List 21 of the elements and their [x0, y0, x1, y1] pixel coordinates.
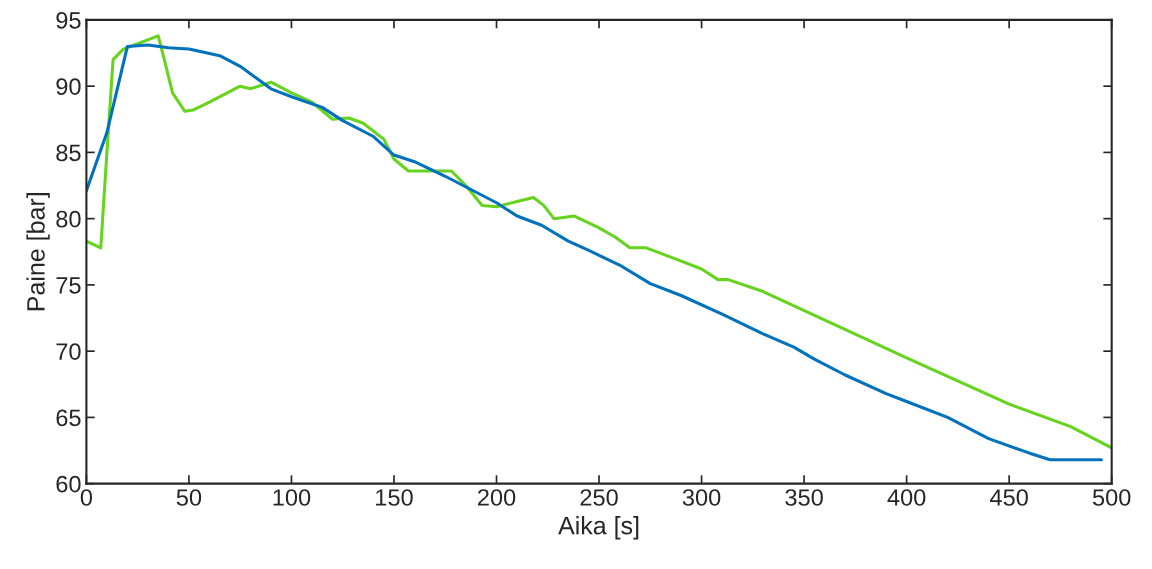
y-tick-label: 70 [56, 343, 81, 360]
x-tick-label: 300 [682, 489, 721, 506]
y-tick-label: 85 [56, 144, 81, 162]
x-tick-label: 400 [887, 489, 926, 506]
x-tick-label: 500 [1092, 489, 1131, 506]
y-tick-label: 65 [56, 409, 81, 427]
y-tick-label: 90 [56, 78, 81, 95]
y-tick-label: 75 [56, 277, 81, 294]
x-tick-label: 450 [990, 489, 1028, 506]
y-tick-label: 60 [56, 475, 81, 493]
y-tick-label: 80 [56, 210, 81, 228]
x-tick-label: 0 [80, 489, 93, 506]
y-tick-label: 95 [56, 11, 81, 29]
x-tick-label: 100 [273, 489, 311, 506]
x-tick-label: 200 [478, 489, 516, 506]
x-tick-label: 50 [176, 489, 202, 506]
x-tick-label: 250 [580, 489, 618, 506]
x-tick-label: 350 [785, 489, 823, 506]
x-axis-title: Aika [s] [558, 516, 639, 540]
y-axis-title: Paine [bar] [26, 193, 50, 311]
x-tick-label: 150 [376, 489, 413, 506]
